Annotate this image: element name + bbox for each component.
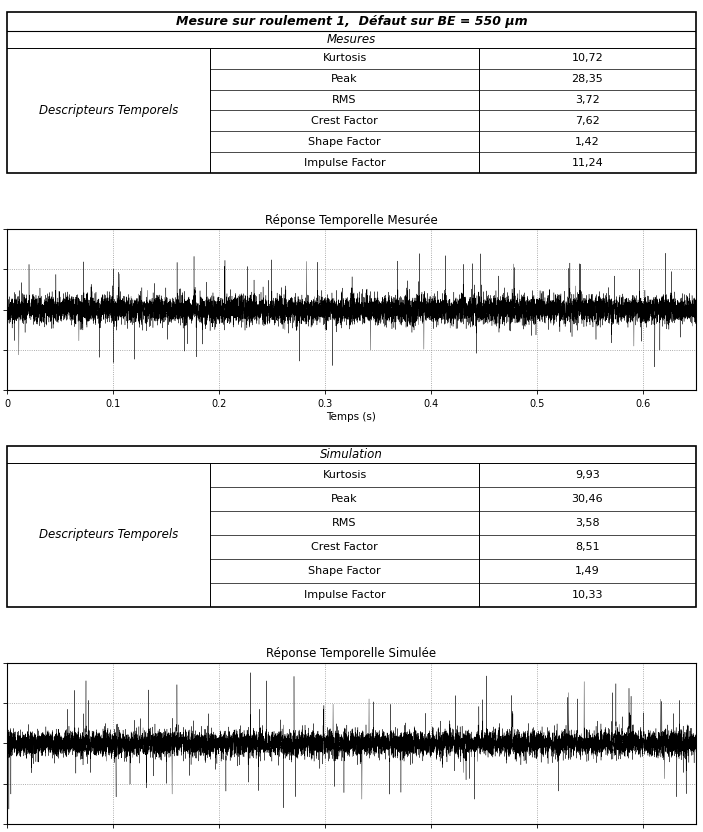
- Text: Peak: Peak: [331, 74, 358, 84]
- Text: RMS: RMS: [333, 518, 357, 528]
- Text: 3,72: 3,72: [575, 95, 600, 105]
- Text: Simulation: Simulation: [320, 448, 383, 461]
- Text: Shape Factor: Shape Factor: [309, 566, 381, 576]
- Text: Mesures: Mesures: [327, 33, 376, 46]
- Text: 7,62: 7,62: [575, 116, 600, 126]
- Text: 1,42: 1,42: [575, 136, 600, 146]
- Text: Impulse Factor: Impulse Factor: [304, 158, 385, 168]
- Text: 30,46: 30,46: [572, 494, 603, 504]
- Text: Impulse Factor: Impulse Factor: [304, 590, 385, 600]
- Text: 1,49: 1,49: [575, 566, 600, 576]
- FancyBboxPatch shape: [7, 446, 696, 607]
- Text: 10,33: 10,33: [572, 590, 603, 600]
- Text: 3,58: 3,58: [575, 518, 600, 528]
- Title: Réponse Temporelle Mesurée: Réponse Temporelle Mesurée: [265, 214, 438, 227]
- Text: RMS: RMS: [333, 95, 357, 105]
- Text: 11,24: 11,24: [572, 158, 603, 168]
- Text: Crest Factor: Crest Factor: [311, 542, 378, 552]
- Text: Crest Factor: Crest Factor: [311, 116, 378, 126]
- FancyBboxPatch shape: [7, 12, 696, 173]
- X-axis label: Temps (s): Temps (s): [327, 412, 376, 422]
- Text: Mesure sur roulement 1,  Défaut sur BE = 550 μm: Mesure sur roulement 1, Défaut sur BE = …: [176, 15, 527, 28]
- Text: 8,51: 8,51: [575, 542, 600, 552]
- Text: Kurtosis: Kurtosis: [323, 53, 367, 63]
- Text: Descripteurs Temporels: Descripteurs Temporels: [39, 104, 179, 117]
- Text: Kurtosis: Kurtosis: [323, 470, 367, 480]
- Text: 28,35: 28,35: [572, 74, 603, 84]
- Text: 10,72: 10,72: [572, 53, 603, 63]
- Title: Réponse Temporelle Simulée: Réponse Temporelle Simulée: [266, 647, 437, 661]
- Text: Peak: Peak: [331, 494, 358, 504]
- Text: Shape Factor: Shape Factor: [309, 136, 381, 146]
- Text: 9,93: 9,93: [575, 470, 600, 480]
- Text: Descripteurs Temporels: Descripteurs Temporels: [39, 528, 179, 542]
